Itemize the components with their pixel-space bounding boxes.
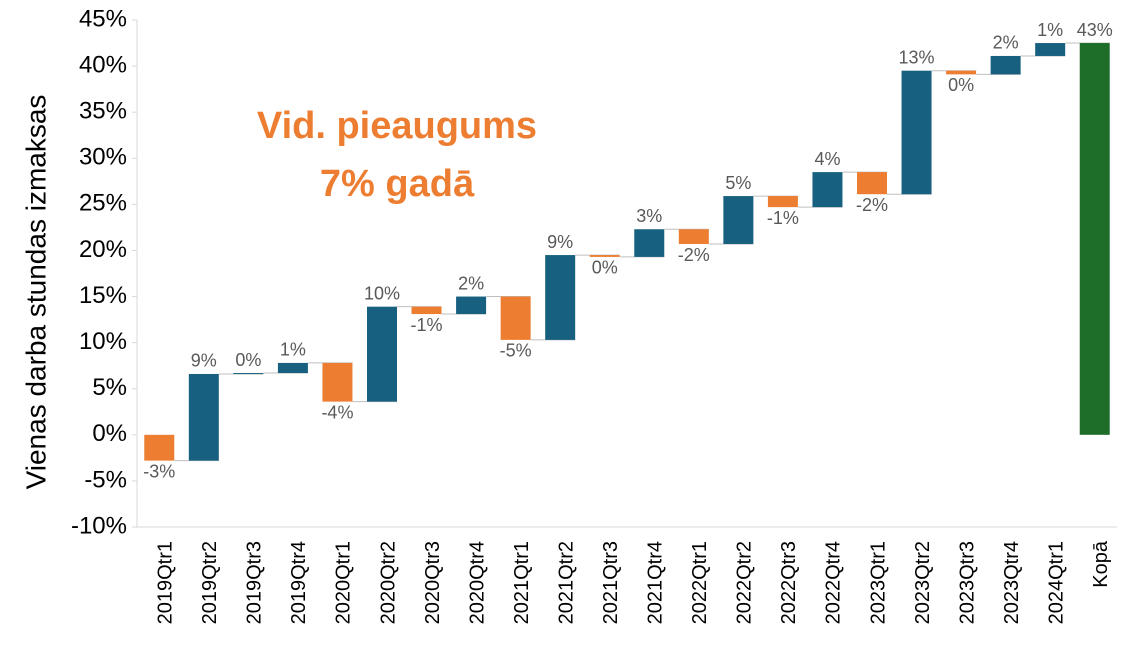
data-label: 1% bbox=[280, 340, 306, 360]
bar bbox=[188, 373, 219, 461]
y-tick-label: 10% bbox=[79, 328, 127, 355]
x-tick-label: 2024Qtr1 bbox=[1045, 541, 1067, 624]
data-label: 4% bbox=[814, 149, 840, 169]
data-label: 43% bbox=[1077, 20, 1113, 40]
bar bbox=[500, 296, 531, 340]
data-label: -2% bbox=[678, 245, 710, 265]
y-tick-label: 40% bbox=[79, 51, 127, 78]
data-label: 2% bbox=[458, 273, 484, 293]
x-tick-label: 2023Qtr3 bbox=[956, 541, 978, 624]
x-tick-label: 2021Qtr4 bbox=[645, 541, 667, 624]
x-tick-label: 2022Qtr3 bbox=[778, 541, 800, 624]
x-tick-label: 2021Qtr2 bbox=[555, 541, 577, 624]
y-tick-label: 45% bbox=[79, 5, 127, 32]
y-tick-label: 25% bbox=[79, 190, 127, 217]
bar bbox=[589, 255, 620, 257]
bar bbox=[634, 229, 665, 257]
x-tick-label: 2019Qtr1 bbox=[155, 541, 177, 624]
data-label: 2% bbox=[993, 33, 1019, 53]
bar bbox=[901, 70, 932, 195]
bar bbox=[411, 306, 442, 315]
bar bbox=[144, 434, 175, 461]
bar bbox=[946, 70, 977, 75]
y-tick-label: 30% bbox=[79, 144, 127, 171]
annotation: 7% gadā bbox=[320, 163, 475, 205]
data-label: 0% bbox=[235, 350, 261, 370]
bar bbox=[367, 306, 397, 402]
x-tick-label: 2020Qtr1 bbox=[333, 541, 355, 624]
x-tick-label: Kopā bbox=[1090, 540, 1112, 588]
y-tick-label: -5% bbox=[84, 466, 127, 493]
data-label: 1% bbox=[1037, 20, 1063, 40]
data-label: -3% bbox=[143, 461, 175, 481]
x-tick-label: 2019Qtr3 bbox=[244, 541, 266, 624]
data-label: -4% bbox=[321, 402, 353, 422]
bar bbox=[322, 362, 353, 402]
x-tick-label: 2020Qtr3 bbox=[422, 541, 444, 624]
x-tick-label: 2021Qtr1 bbox=[511, 541, 533, 624]
y-tick-label: 20% bbox=[79, 236, 127, 263]
data-label: 0% bbox=[592, 258, 618, 278]
bar bbox=[545, 255, 576, 340]
x-tick-label: 2023Qtr4 bbox=[1001, 541, 1023, 624]
bar bbox=[812, 172, 843, 208]
x-tick-label: 2022Qtr4 bbox=[823, 541, 845, 624]
x-tick-label: 2020Qtr2 bbox=[377, 541, 399, 624]
annotation: Vid. pieaugums bbox=[257, 105, 537, 147]
bar bbox=[277, 362, 308, 374]
bar bbox=[990, 55, 1021, 75]
x-tick-label: 2023Qtr2 bbox=[912, 541, 934, 624]
x-tick-label: 2020Qtr4 bbox=[466, 541, 488, 624]
data-label: 3% bbox=[636, 206, 662, 226]
bar bbox=[233, 373, 264, 375]
bar bbox=[678, 229, 709, 245]
bar bbox=[456, 296, 487, 315]
y-tick-label: -10% bbox=[71, 512, 127, 539]
data-label: -2% bbox=[856, 195, 888, 215]
data-label: 0% bbox=[948, 75, 974, 95]
x-tick-label: 2023Qtr1 bbox=[867, 541, 889, 624]
data-label: -1% bbox=[411, 315, 443, 335]
data-label: 9% bbox=[547, 232, 573, 252]
bar bbox=[1079, 43, 1110, 435]
x-tick-label: 2021Qtr3 bbox=[600, 541, 622, 624]
y-tick-label: 35% bbox=[79, 98, 127, 125]
y-axis-label: Vienas darba stundas izmaksas bbox=[20, 95, 51, 490]
y-tick-label: 0% bbox=[92, 420, 127, 447]
bar bbox=[767, 196, 798, 208]
bar bbox=[723, 196, 754, 245]
x-tick-label: 2019Qtr2 bbox=[199, 541, 221, 624]
y-tick-label: 5% bbox=[92, 374, 127, 401]
data-label: 9% bbox=[191, 351, 217, 371]
data-label: 13% bbox=[899, 47, 935, 67]
x-tick-label: 2022Qtr2 bbox=[734, 541, 756, 624]
data-label: -1% bbox=[767, 208, 799, 228]
y-tick-label: 15% bbox=[79, 282, 127, 309]
data-label: 5% bbox=[725, 173, 751, 193]
data-label: 10% bbox=[364, 283, 400, 303]
data-label: -5% bbox=[500, 341, 532, 361]
x-tick-label: 2019Qtr4 bbox=[288, 541, 310, 624]
bar bbox=[857, 172, 887, 195]
x-tick-label: 2022Qtr1 bbox=[689, 541, 711, 624]
bar bbox=[1035, 43, 1066, 56]
